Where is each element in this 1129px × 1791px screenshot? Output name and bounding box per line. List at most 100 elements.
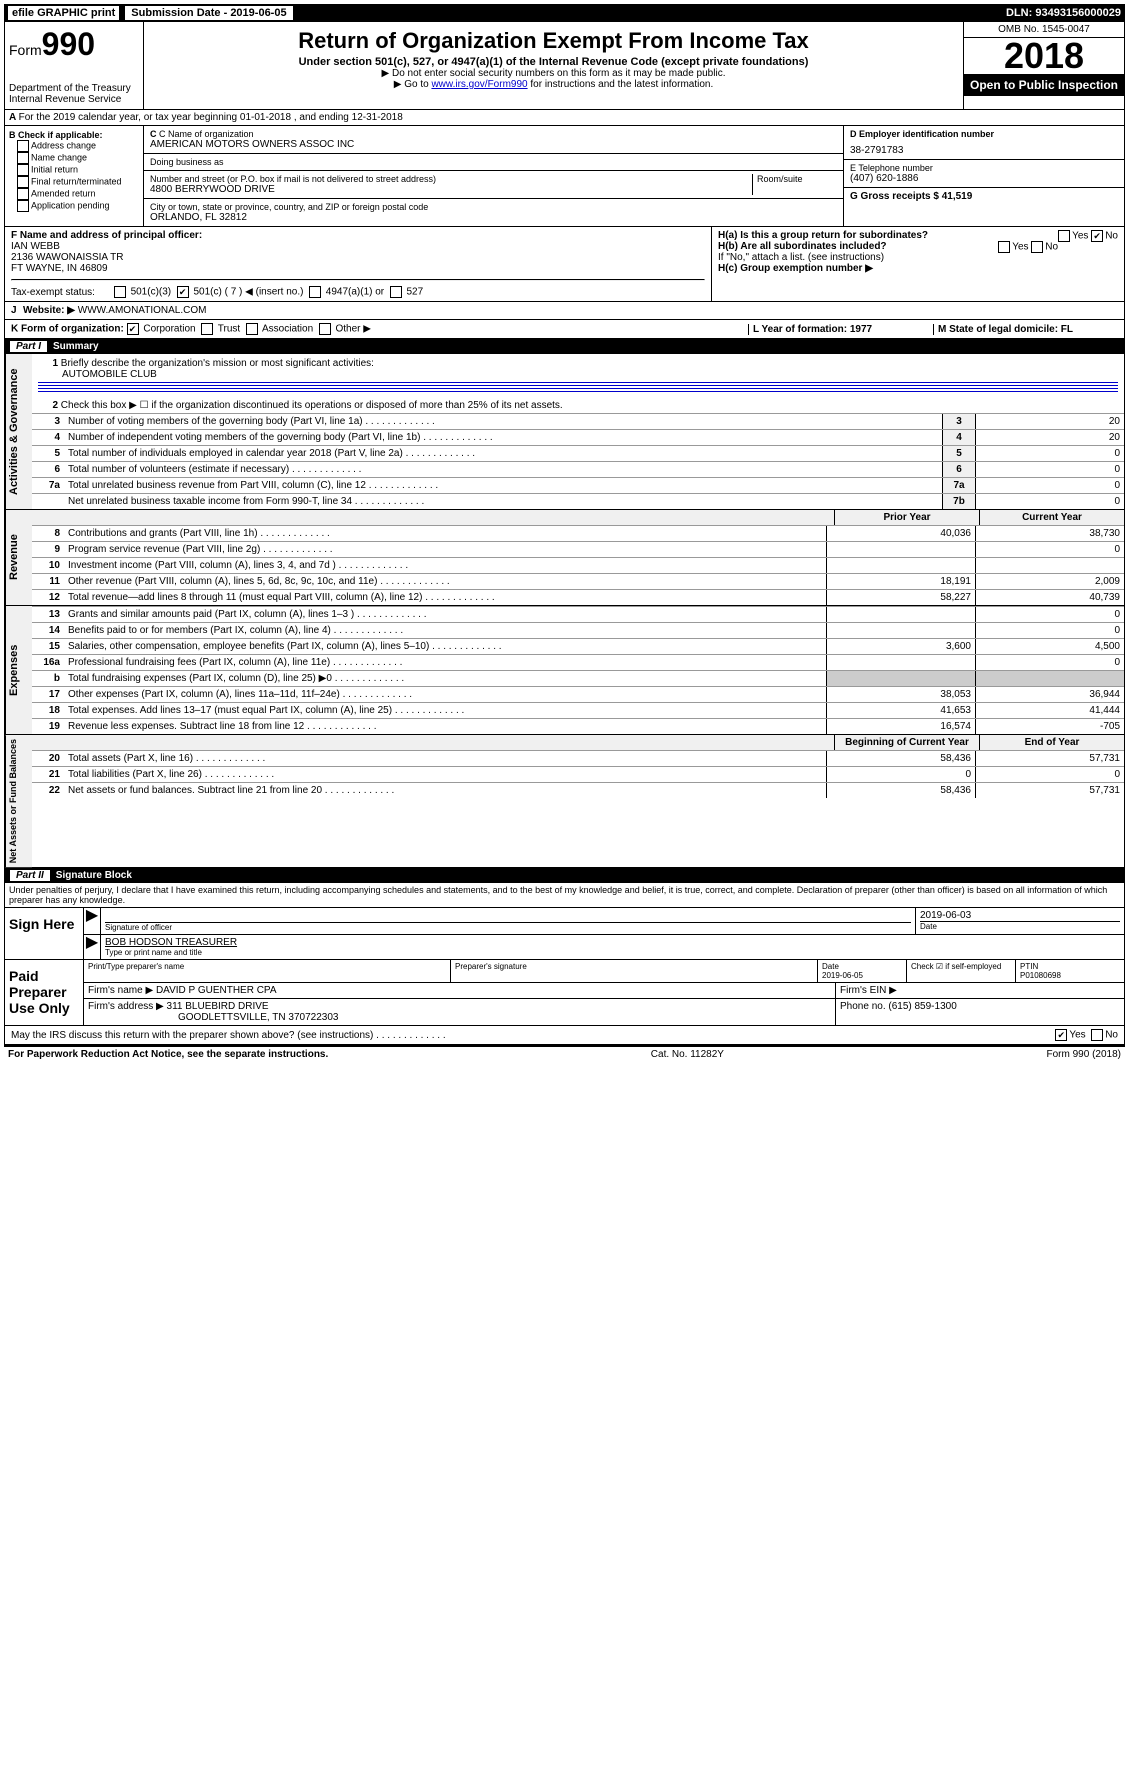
form-header: Form990 Department of the Treasury Inter… xyxy=(4,22,1125,110)
ein-label: D Employer identification number xyxy=(850,129,1118,139)
prior-year-header: Prior Year xyxy=(834,510,979,525)
efile-label[interactable]: efile GRAPHIC print xyxy=(8,6,119,20)
org-name: AMERICAN MOTORS OWNERS ASSOC INC xyxy=(150,139,837,150)
hb-note: If "No," attach a list. (see instruction… xyxy=(718,252,1118,263)
prep-name-header: Print/Type preparer's name xyxy=(84,960,451,982)
form-number: Form990 xyxy=(9,26,139,63)
form-num: 990 xyxy=(42,26,95,62)
firm-name-label: Firm's name ▶ xyxy=(88,985,153,996)
4947[interactable]: 4947(a)(1) or xyxy=(326,287,384,298)
sign-date-label: Date xyxy=(920,921,1120,931)
dln-label: DLN: 93493156000029 xyxy=(1006,7,1121,19)
k-corp[interactable]: Corporation xyxy=(143,324,195,335)
street-address: 4800 BERRYWOOD DRIVE xyxy=(150,184,752,195)
vert-activities: Activities & Governance xyxy=(5,354,32,509)
officer-sig-name: BOB HODSON TREASURER xyxy=(105,937,1120,948)
website-value: WWW.AMONATIONAL.COM xyxy=(78,305,207,316)
k-assoc[interactable]: Association xyxy=(262,324,313,335)
part2-title: Part II xyxy=(10,870,50,881)
527[interactable]: 527 xyxy=(406,287,423,298)
l2-label: Check this box ▶ ☐ if the organization d… xyxy=(61,400,563,411)
prep-date-header: Date xyxy=(822,962,839,971)
addr-label: Number and street (or P.O. box if mail i… xyxy=(150,174,752,184)
cb-name-change[interactable]: Name change xyxy=(31,152,87,162)
curr-year-header: Current Year xyxy=(979,510,1124,525)
website-label: Website: ▶ xyxy=(23,305,75,316)
line-item: 6Total number of volunteers (estimate if… xyxy=(32,461,1124,477)
paid-preparer-section: Paid Preparer Use Only Print/Type prepar… xyxy=(4,960,1125,1026)
officer-label: F Name and address of principal officer: xyxy=(11,230,705,241)
501c[interactable]: 501(c) ( 7 ) ◀ (insert no.) xyxy=(193,287,303,298)
tax-status-label: Tax-exempt status: xyxy=(11,287,111,298)
sign-here-label: Sign Here xyxy=(5,908,84,959)
line-item: 15Salaries, other compensation, employee… xyxy=(32,638,1124,654)
section-a: A For the 2019 calendar year, or tax yea… xyxy=(4,110,1125,126)
firm-addr: 311 BLUEBIRD DRIVE xyxy=(167,1001,269,1012)
form-word: Form xyxy=(9,42,42,58)
open-to-public: Open to Public Inspection xyxy=(964,74,1124,96)
expenses-section: Expenses 13Grants and similar amounts pa… xyxy=(4,606,1125,735)
k-trust[interactable]: Trust xyxy=(218,324,240,335)
year-formation: L Year of formation: 1977 xyxy=(748,324,933,335)
dba-label: Doing business as xyxy=(150,157,837,167)
firm-ein-label: Firm's EIN ▶ xyxy=(836,983,1124,998)
ha-label: H(a) Is this a group return for subordin… xyxy=(718,230,928,241)
line-item: 22Net assets or fund balances. Subtract … xyxy=(32,782,1124,798)
cb-amended[interactable]: Amended return xyxy=(31,188,96,198)
footer-center: Cat. No. 11282Y xyxy=(651,1049,724,1060)
gross-receipts: G Gross receipts $ 41,519 xyxy=(850,191,1118,202)
instructions-link[interactable]: www.irs.gov/Form990 xyxy=(431,79,527,90)
org-name-label: C Name of organization xyxy=(159,129,254,139)
line-item: Net unrelated business taxable income fr… xyxy=(32,493,1124,509)
501c3[interactable]: 501(c)(3) xyxy=(131,287,172,298)
vert-netassets: Net Assets or Fund Balances xyxy=(5,735,32,867)
phone-label: E Telephone number xyxy=(850,163,1118,173)
state-domicile: M State of legal domicile: FL xyxy=(933,324,1118,335)
ein-value: 38-2791783 xyxy=(850,145,1118,156)
subtitle-1: Under section 501(c), 527, or 4947(a)(1)… xyxy=(148,56,959,68)
submission-date: Submission Date - 2019-06-05 xyxy=(125,6,292,20)
vert-revenue: Revenue xyxy=(5,510,32,605)
vert-expenses: Expenses xyxy=(5,606,32,734)
cb-final-return[interactable]: Final return/terminated xyxy=(31,176,122,186)
officer-row: F Name and address of principal officer:… xyxy=(4,227,1125,302)
netassets-section: Net Assets or Fund Balances Beginning of… xyxy=(4,735,1125,868)
line-item: 7aTotal unrelated business revenue from … xyxy=(32,477,1124,493)
prep-sig-header: Preparer's signature xyxy=(451,960,818,982)
l1-label: Briefly describe the organization's miss… xyxy=(61,358,374,369)
top-banner: efile GRAPHIC print Submission Date - 20… xyxy=(4,4,1125,22)
entity-info-row: B Check if applicable: Address change Na… xyxy=(4,126,1125,227)
self-employed-header: Check ☑ if self-employed xyxy=(907,960,1016,982)
sig-officer-label: Signature of officer xyxy=(105,922,911,932)
firm-city: GOODLETTSVILLE, TN 370722303 xyxy=(178,1012,338,1023)
sign-date: 2019-06-03 xyxy=(920,910,1120,921)
line-item: 18Total expenses. Add lines 13–17 (must … xyxy=(32,702,1124,718)
hb-label: H(b) Are all subordinates included? xyxy=(718,241,887,252)
arrow-icon: ▶ xyxy=(84,908,101,934)
klm-row: K Form of organization: ✔ Corporation Tr… xyxy=(4,320,1125,339)
subtitle-2: ▶ Do not enter social security numbers o… xyxy=(148,68,959,79)
cb-initial-return[interactable]: Initial return xyxy=(31,164,78,174)
name-title-label: Type or print name and title xyxy=(105,948,1120,957)
col-b-checkboxes: B Check if applicable: Address change Na… xyxy=(5,126,144,226)
line-item: 20Total assets (Part X, line 16)58,43657… xyxy=(32,750,1124,766)
end-year-header: End of Year xyxy=(979,735,1124,750)
line-item: 5Total number of individuals employed in… xyxy=(32,445,1124,461)
line-item: 17Other expenses (Part IX, column (A), l… xyxy=(32,686,1124,702)
tax-exempt-row: Tax-exempt status: 501(c)(3) ✔ 501(c) ( … xyxy=(11,286,705,298)
part1-name: Summary xyxy=(53,341,99,352)
line-item: bTotal fundraising expenses (Part IX, co… xyxy=(32,670,1124,686)
k-other[interactable]: Other ▶ xyxy=(335,324,370,335)
activities-section: Activities & Governance 1 Briefly descri… xyxy=(4,354,1125,510)
mission-text: AUTOMOBILE CLUB xyxy=(62,369,157,380)
room-label: Room/suite xyxy=(757,174,837,184)
cb-address-change[interactable]: Address change xyxy=(31,140,96,150)
arrow-icon: ▶ xyxy=(84,935,101,959)
ptin-header: PTIN xyxy=(1020,962,1038,971)
line-item: 9Program service revenue (Part VIII, lin… xyxy=(32,541,1124,557)
cb-pending[interactable]: Application pending xyxy=(31,200,110,210)
discuss-label: May the IRS discuss this return with the… xyxy=(11,1030,446,1041)
declaration-text: Under penalties of perjury, I declare th… xyxy=(4,883,1125,908)
col-b-title: B Check if applicable: xyxy=(9,130,139,140)
dept-label: Department of the Treasury Internal Reve… xyxy=(9,83,139,105)
